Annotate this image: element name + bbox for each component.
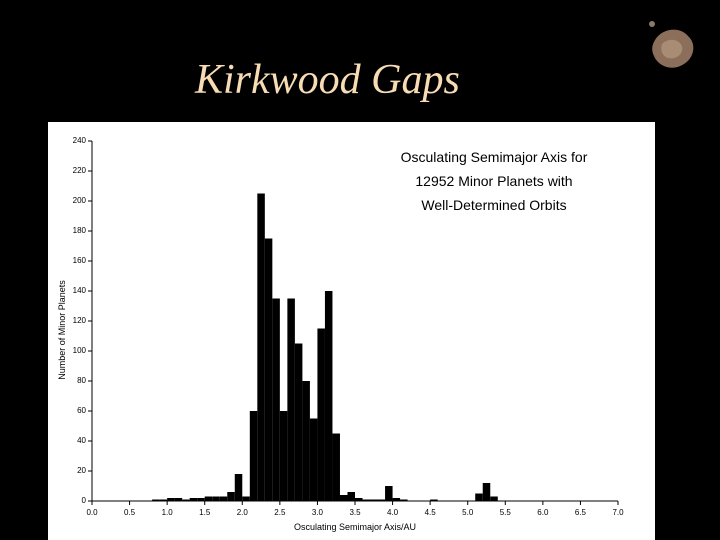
bar — [197, 498, 205, 501]
bar — [212, 496, 220, 501]
bar — [287, 298, 295, 501]
bar — [167, 498, 175, 501]
bar — [264, 238, 273, 501]
asteroid-image — [649, 21, 694, 68]
x-tick-label: 0.0 — [86, 508, 98, 517]
x-tick-label: 6.5 — [575, 508, 587, 517]
y-tick-label: 200 — [73, 196, 87, 205]
chart-title-line: 12952 Minor Planets with — [415, 173, 572, 189]
x-tick-label: 1.5 — [199, 508, 211, 517]
y-tick-label: 220 — [73, 166, 87, 175]
bar — [272, 298, 280, 501]
bar — [324, 291, 333, 501]
bar — [392, 498, 401, 501]
y-tick-label: 100 — [73, 346, 87, 355]
x-tick-label: 4.0 — [387, 508, 399, 517]
bar — [234, 474, 243, 501]
bar — [294, 343, 303, 501]
bar — [490, 496, 498, 501]
bar — [370, 499, 378, 501]
y-tick-label: 240 — [73, 136, 87, 145]
bar — [339, 495, 348, 501]
slide-title: Kirkwood Gaps — [194, 57, 460, 103]
x-tick-label: 3.0 — [312, 508, 324, 517]
chart-panel — [48, 122, 655, 540]
bar — [347, 492, 355, 501]
bar — [332, 433, 340, 501]
x-tick-label: 0.5 — [124, 508, 136, 517]
bar — [430, 499, 438, 501]
chart-title-line: Well-Determined Orbits — [421, 197, 566, 213]
bar — [249, 411, 258, 501]
bar — [302, 381, 310, 501]
y-tick-label: 80 — [77, 376, 86, 385]
y-tick-label: 20 — [77, 466, 86, 475]
bar — [189, 498, 198, 501]
y-tick-label: 180 — [73, 226, 87, 235]
y-tick-label: 60 — [77, 406, 86, 415]
y-tick-label: 0 — [82, 496, 87, 505]
bar — [362, 499, 371, 501]
x-tick-label: 7.0 — [612, 508, 624, 517]
bar — [279, 411, 288, 501]
x-tick-label: 4.5 — [425, 508, 437, 517]
x-tick-label: 5.0 — [462, 508, 474, 517]
bar — [204, 496, 213, 501]
bar — [257, 193, 265, 501]
x-axis-label: Osculating Semimajor Axis/AU — [294, 522, 416, 532]
bar — [400, 499, 408, 501]
chart-title-line: Osculating Semimajor Axis for — [401, 149, 588, 165]
bar — [219, 496, 228, 501]
bar — [182, 499, 190, 501]
bar — [385, 486, 393, 501]
bar — [159, 499, 168, 501]
bar — [227, 492, 235, 501]
x-tick-label: 2.5 — [274, 508, 286, 517]
bar — [152, 499, 160, 501]
x-tick-label: 5.5 — [500, 508, 512, 517]
y-tick-label: 140 — [73, 286, 87, 295]
bar — [174, 498, 183, 501]
bar — [355, 498, 363, 501]
bar — [475, 493, 483, 501]
bar — [482, 483, 491, 501]
bar — [317, 328, 325, 501]
y-tick-label: 40 — [77, 436, 86, 445]
y-tick-label: 120 — [73, 316, 87, 325]
x-tick-label: 1.0 — [162, 508, 174, 517]
bar — [242, 496, 250, 501]
x-tick-label: 2.0 — [237, 508, 249, 517]
x-tick-label: 6.0 — [537, 508, 549, 517]
y-axis-label: Number of Minor Planets — [57, 280, 67, 380]
bar — [377, 499, 386, 501]
y-tick-label: 160 — [73, 256, 87, 265]
bar — [309, 418, 318, 501]
x-tick-label: 3.5 — [349, 508, 361, 517]
